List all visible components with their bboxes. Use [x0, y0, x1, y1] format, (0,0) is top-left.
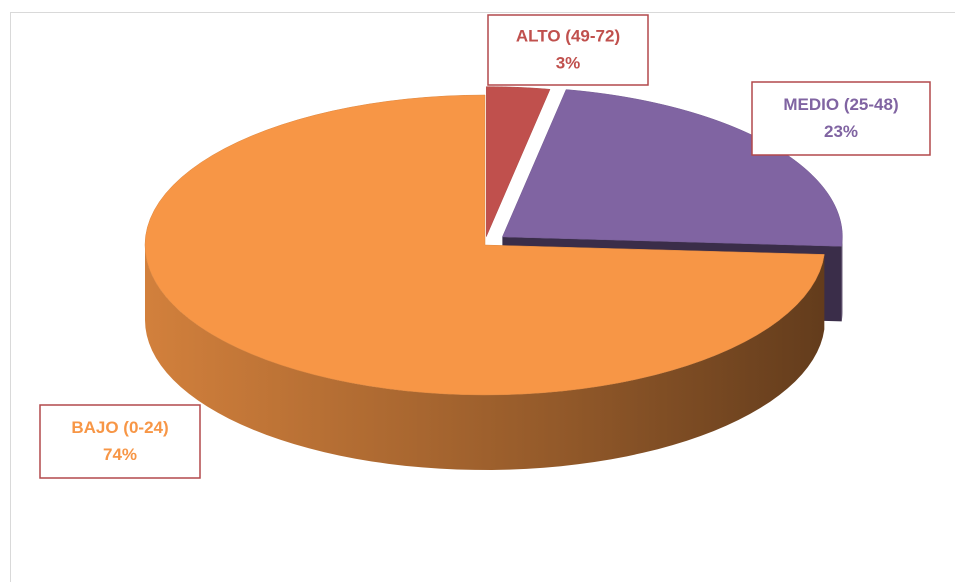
data-label-value: 74%: [103, 445, 137, 464]
data-label-name: MEDIO (25-48): [783, 95, 898, 114]
pie-slice-side: [841, 236, 843, 322]
chart-frame: [10, 12, 955, 582]
data-label-name: ALTO (49-72): [516, 26, 620, 45]
data-label-box: [751, 81, 931, 156]
data-label-box: [39, 404, 201, 479]
data-label-box: [487, 14, 649, 86]
pie-slice: [486, 86, 551, 237]
pie-slice: [144, 94, 825, 396]
pie-slice-side: [145, 245, 825, 470]
data-label-value: 23%: [824, 122, 858, 141]
pie-tops: [144, 86, 843, 396]
data-label-name: BAJO (0-24): [71, 418, 168, 437]
data-label-value: 3%: [556, 53, 581, 72]
